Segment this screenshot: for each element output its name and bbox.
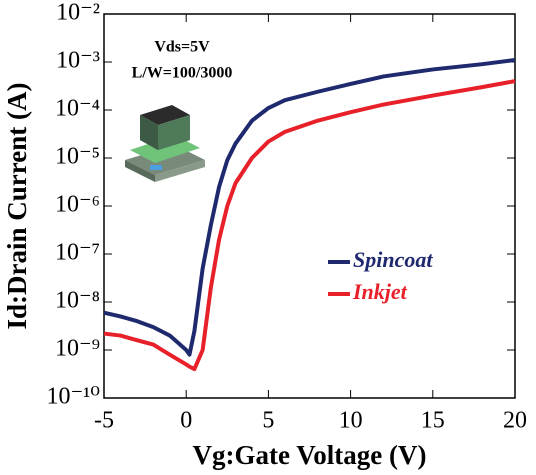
series-line [103,58,516,357]
y-axis-label: Id:Drain Current (A) [2,83,32,330]
y-tick-label: 10⁻⁵ [55,144,100,170]
y-tick-label: 10⁻³ [56,48,100,74]
y-tick-label: 10⁻⁹ [55,336,100,362]
device-icon [125,105,205,182]
legend-label: Inkjet [352,279,408,304]
x-tick-label: 15 [421,408,445,434]
x-tick-label: 10 [339,408,363,434]
legend-label: Spincoat [353,247,433,272]
y-tick-label: 10⁻⁸ [55,288,100,314]
y-tick-label: 10⁻⁷ [55,240,100,266]
y-tick-label: 10⁻⁴ [55,96,100,122]
annotation: L/W=100/3000 [132,65,233,82]
x-tick-label: 0 [180,408,192,434]
series-line [103,79,516,372]
x-tick-label: 5 [262,408,274,434]
y-tick-label: 10⁻¹⁰ [47,384,100,410]
annotation: Vds=5V [154,39,210,56]
x-tick-label: 20 [503,408,527,434]
y-tick-label: 10⁻⁶ [55,192,100,218]
x-tick-label: -5 [94,408,114,434]
x-axis-label: Vg:Gate Voltage (V) [193,440,427,470]
y-tick-label: 10⁻² [56,0,100,26]
